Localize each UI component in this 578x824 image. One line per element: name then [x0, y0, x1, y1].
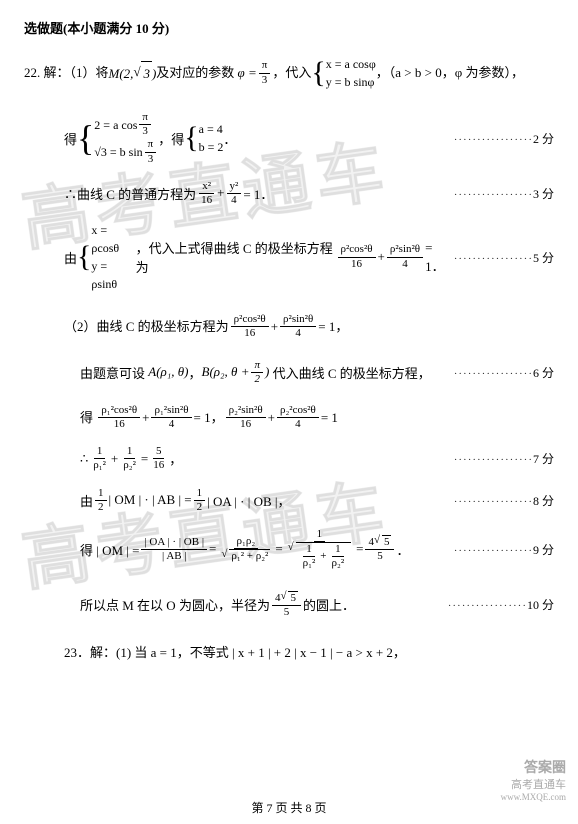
corner-logo: 答案圈 高考直通车 www.MXQE.com	[501, 760, 566, 804]
phi-label: φ =	[238, 61, 257, 84]
point-b: B(ρ₂, θ + π2 )	[202, 359, 270, 386]
line3: ∴曲线 C 的普通方程为 x²16 + y²4 = 1．	[24, 180, 273, 207]
score-8: ·················8 分	[454, 492, 554, 509]
point-m: M(2,3)	[109, 61, 157, 85]
p22-intro-prefix: 解：（1）将	[44, 61, 109, 84]
line7: 得 ρ₁²cos²θ16 + ρ₁²sin²θ4 = 1， ρ₂²sin²θ16…	[24, 404, 554, 431]
page-footer: 第 7 页 共 8 页	[0, 799, 578, 816]
param-stack: x = a cosφ y = b sinφ	[326, 55, 376, 91]
brace-3: {	[184, 123, 198, 153]
p22-intro-mid: 及对应的参数	[156, 61, 234, 84]
brace-4: {	[77, 242, 91, 272]
p22-number: 22.	[24, 61, 40, 84]
block1: 得 { 2 = a cosπ3 √3 = b sinπ3 ，得 { a = 4 …	[24, 111, 236, 166]
score-10: ·················10 分	[448, 596, 554, 613]
line11: 所以点 M 在以 O 为圆心，半径为 455 的圆上．	[24, 591, 355, 619]
brace-1: {	[311, 58, 325, 88]
line8: ∴ 1ρ₁² + 1ρ₂² = 516 ，	[24, 445, 182, 472]
p22-intro: 22. 解：（1）将 M(2,3) 及对应的参数 φ = π 3 ，代入 { x…	[24, 55, 554, 91]
intro-cond: ，（a > b > 0，φ 为参数），	[376, 61, 524, 84]
intro-sub: ，代入	[272, 61, 311, 84]
score-7: ·················7 分	[454, 450, 554, 467]
point-a: A(ρ₁, θ)	[148, 364, 188, 380]
section-title: 选做题(本小题满分 10 分)	[24, 18, 554, 37]
line6: 由题意可设 A(ρ₁, θ) ， B(ρ₂, θ + π2 ) 代入曲线 C 的…	[24, 359, 431, 386]
line9: 由 12 | OM | · | AB | = 12 | OA | · | OB …	[24, 487, 291, 514]
score-5: ·················5 分	[454, 249, 554, 266]
line10: 得 | OM | = | OA | · | OB || AB | = ρ₁ρ₂ρ…	[24, 528, 410, 571]
brace-2: {	[77, 120, 94, 156]
phi-frac: π 3	[259, 59, 271, 86]
score-2: ·················2 分	[454, 130, 554, 147]
score-9: ·················9 分	[454, 541, 554, 558]
score-3: ·················3 分	[454, 185, 554, 202]
line5: 由 { x = ρcosθ y = ρsinθ ，代入上式得曲线 C 的极坐标方…	[24, 221, 454, 293]
part2-intro: （2）曲线 C 的极坐标方程为 ρ²cos²θ16 + ρ²sin²θ4 = 1…	[24, 313, 554, 340]
p23: 23．解：(1) 当 a = 1，不等式 | x + 1 | + 2 | x −…	[24, 641, 554, 664]
score-6: ·················6 分	[454, 364, 554, 381]
